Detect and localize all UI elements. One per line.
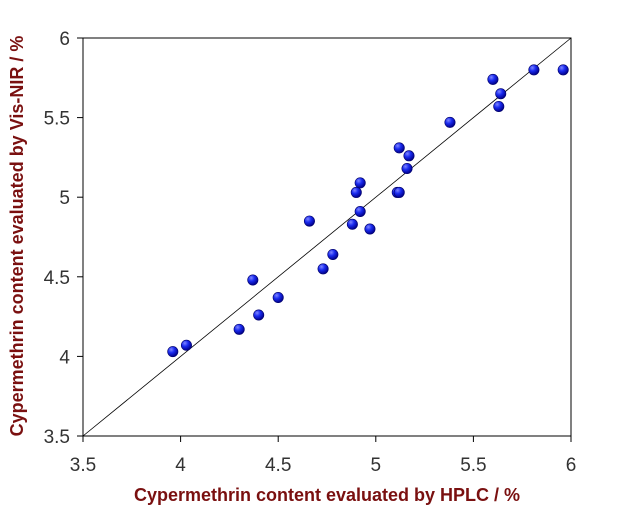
data-point <box>346 218 358 230</box>
axis-ticks: 3.5 4 4.5 5 5.5 6 3.5 4 4.5 5 5.5 6 <box>44 29 577 476</box>
y-tick-label: 4.5 <box>44 268 70 289</box>
data-point <box>393 186 405 198</box>
x-tick-label: 5.5 <box>460 455 486 476</box>
data-point <box>528 64 540 76</box>
data-point <box>317 263 329 275</box>
x-tick-label: 4.5 <box>265 455 291 476</box>
reference-line-layer <box>82 37 572 437</box>
x-tick-label: 6 <box>566 455 577 476</box>
data-point <box>272 291 284 303</box>
data-point <box>557 64 569 76</box>
x-tick-label: 5 <box>371 455 382 476</box>
data-point <box>487 73 499 85</box>
data-point <box>493 100 505 112</box>
reference-line-1to1 <box>82 37 572 437</box>
data-point <box>253 309 265 321</box>
data-point <box>401 163 413 175</box>
data-point <box>403 150 415 162</box>
data-points <box>167 64 569 358</box>
data-point <box>167 346 179 358</box>
data-point <box>354 177 366 189</box>
x-axis-title: Cypermethrin content evaluated by HPLC /… <box>134 485 520 505</box>
data-point <box>444 116 456 128</box>
data-point <box>327 249 339 261</box>
data-point <box>354 206 366 218</box>
data-point <box>247 274 259 286</box>
y-tick-label: 4 <box>59 347 70 368</box>
plot-area <box>82 37 572 437</box>
x-tick-label: 4 <box>175 455 186 476</box>
data-point <box>495 88 507 100</box>
data-point <box>303 215 315 227</box>
data-point <box>180 339 192 351</box>
data-point <box>350 186 362 198</box>
data-point <box>364 223 376 235</box>
y-tick-label: 5.5 <box>44 109 70 130</box>
y-tick-label: 5 <box>59 188 70 209</box>
y-tick-label: 6 <box>59 29 70 50</box>
x-tick-label: 3.5 <box>70 455 96 476</box>
data-point <box>233 323 245 335</box>
y-tick-label: 3.5 <box>44 427 70 448</box>
y-axis-title: Cypermethrin content evaluated by Vis-NI… <box>7 36 27 437</box>
data-point <box>393 142 405 154</box>
